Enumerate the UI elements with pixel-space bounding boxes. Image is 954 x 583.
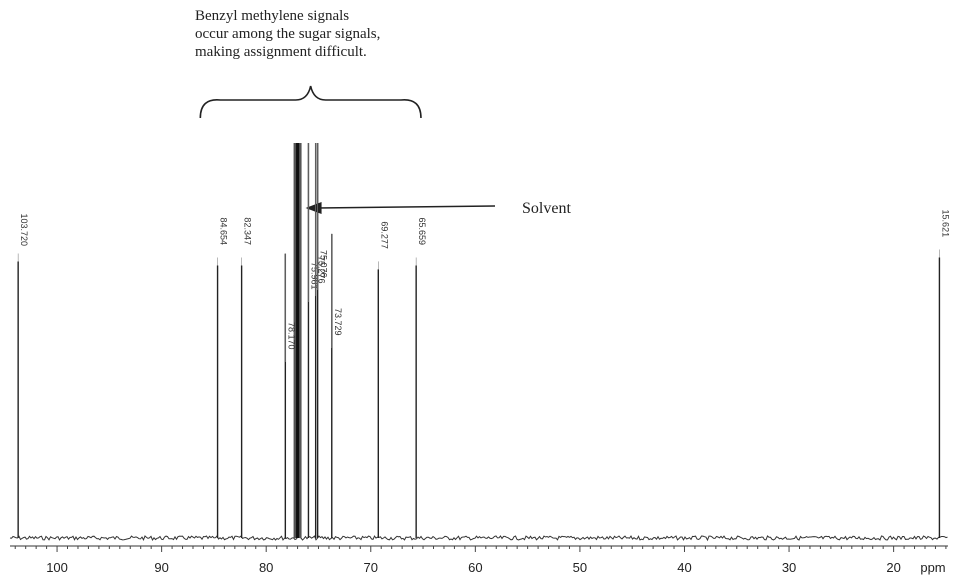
peak-label-9: 65.659 <box>417 217 427 245</box>
solvent-arrow-shaft <box>317 205 496 209</box>
benzyl-annotation-note: Benzyl methylene signals occur among the… <box>195 7 495 61</box>
x-tick-label: 70 <box>364 560 378 575</box>
x-unit-label: ppm <box>920 560 945 575</box>
x-tick-label: 20 <box>886 560 900 575</box>
note-line-3: making assignment difficult. <box>195 44 367 60</box>
solvent-peak-core <box>296 143 300 538</box>
peak-label-5: 75.276 <box>317 256 327 284</box>
peak-label-0: 103.720 <box>19 214 29 247</box>
baseline-noise <box>9 535 948 542</box>
peak-labels: 103.720 84.654 82.347 78.170 75.96175.27675.… <box>17 143 950 362</box>
peak-label-6: 75.076 <box>319 250 329 278</box>
peak-label-1: 84.654 <box>219 217 229 245</box>
peaks <box>17 143 941 538</box>
peak-label-8: 69.277 <box>379 221 389 249</box>
x-tick-label: 40 <box>677 560 691 575</box>
x-tick-label: 90 <box>154 560 168 575</box>
solvent-label: Solvent <box>522 200 571 217</box>
note-line-2: occur among the sugar signals, <box>195 26 381 42</box>
x-axis: 100 90 80 70 60 50 40 30 20 ppm <box>10 545 948 575</box>
peak-label-4: 75.961 <box>309 262 319 290</box>
baseline-trace <box>9 535 948 542</box>
x-tick-label: 60 <box>468 560 482 575</box>
solvent-arrow <box>305 202 496 214</box>
peak-label-10: 15.621 <box>940 210 950 238</box>
peak-label-3: 78.170 <box>286 322 296 350</box>
x-tick-label: 30 <box>782 560 796 575</box>
peak-label-2: 82.347 <box>243 217 253 245</box>
annotation-brace <box>199 85 422 119</box>
x-tick-label: 80 <box>259 560 273 575</box>
x-tick-label: 100 <box>46 560 68 575</box>
curly-brace <box>199 85 422 119</box>
note-line-1: Benzyl methylene signals <box>195 8 350 24</box>
peak-label-7: 73.729 <box>333 308 343 336</box>
x-tick-label: 50 <box>573 560 587 575</box>
